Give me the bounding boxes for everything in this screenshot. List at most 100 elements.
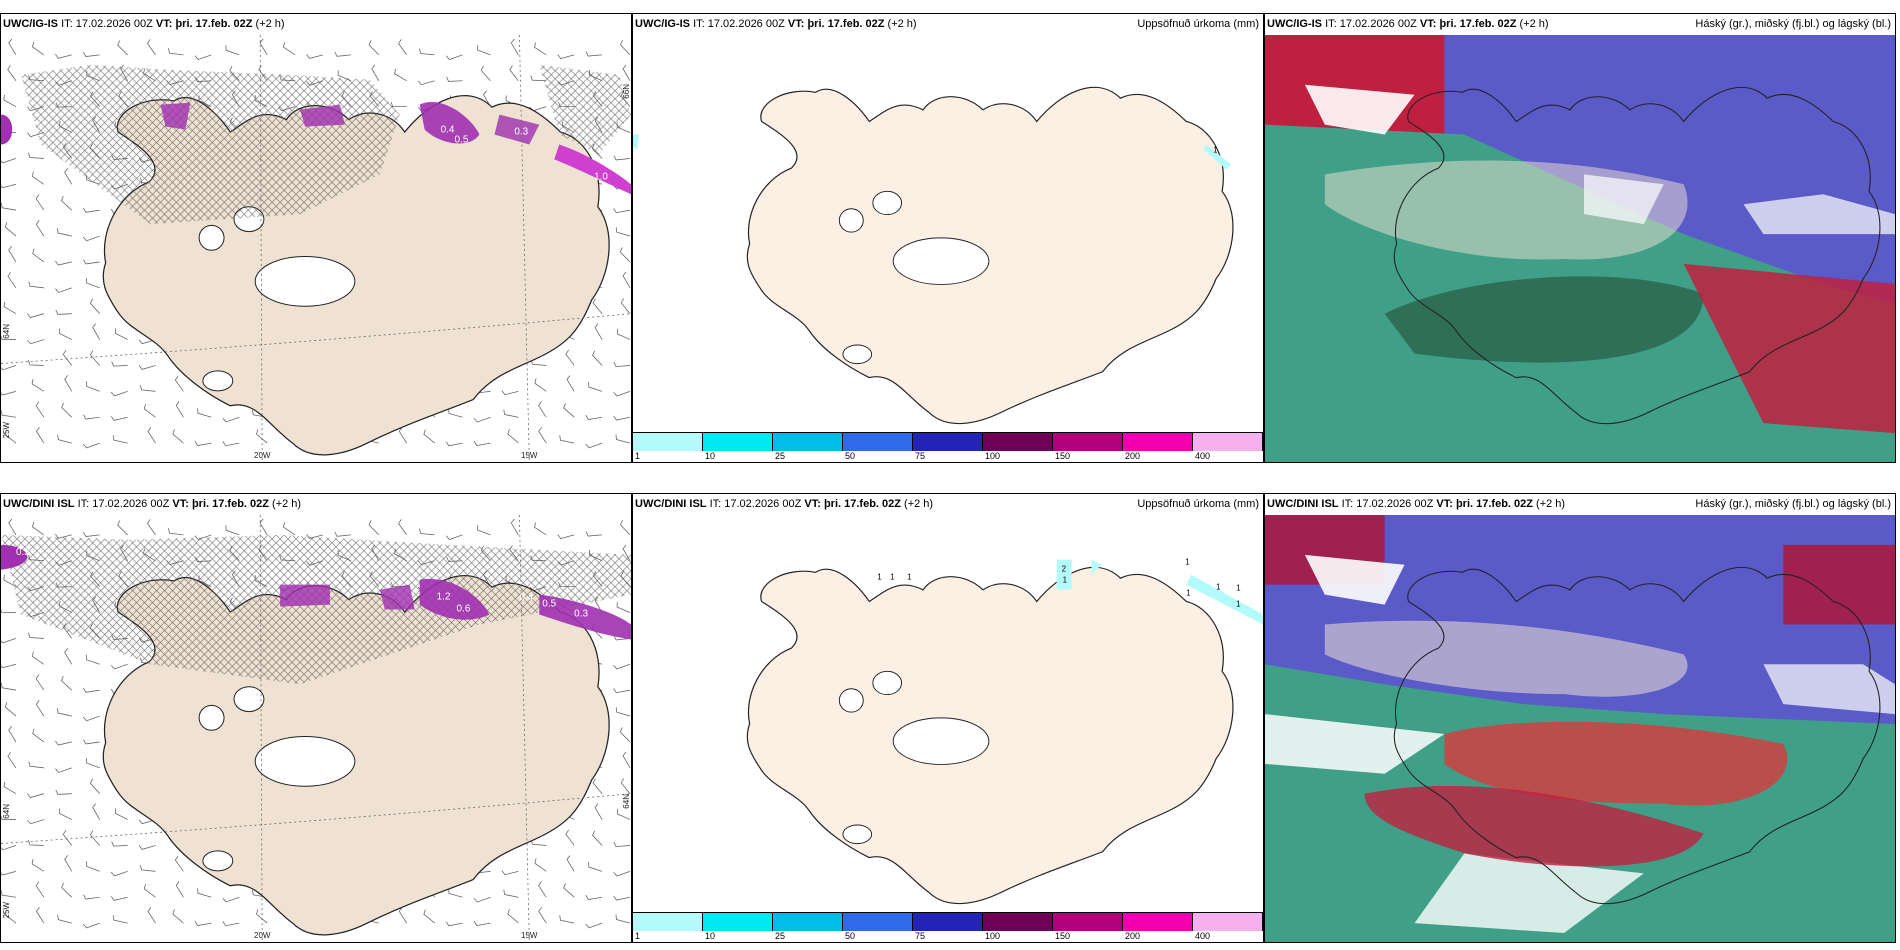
it-value: 17.02.2026 00Z bbox=[1356, 498, 1434, 510]
vt-value: þri. 17.feb. 02Z bbox=[1439, 18, 1517, 30]
vt-label: VT: bbox=[804, 498, 821, 510]
vt-label: VT: bbox=[155, 18, 173, 30]
panel-r2c2-precip: UWC/DINI ISL IT: 17.02.2026 00Z VT: þri.… bbox=[632, 493, 1264, 943]
snow-label: 0.6 bbox=[457, 604, 471, 615]
panel-header: UWC/DINI ISL IT: 17.02.2026 00Z VT: þri.… bbox=[633, 494, 1263, 515]
it-value: 17.02.2026 00Z bbox=[75, 18, 153, 30]
map-svg: 0.4 0.5 1.0 0.3 bbox=[1, 35, 631, 462]
model-name: UWC/IG-IS bbox=[3, 18, 58, 30]
legend-label: 10 bbox=[705, 451, 716, 461]
lon-label-west: 20W bbox=[254, 931, 271, 940]
precip-value: 1 bbox=[1236, 600, 1241, 609]
legend-swatch bbox=[913, 433, 983, 451]
precip-value: 1 bbox=[1063, 576, 1068, 585]
legend-label: 400 bbox=[1195, 931, 1211, 941]
legend-label: 25 bbox=[775, 931, 786, 941]
legend-label: 150 bbox=[1055, 931, 1071, 941]
legend-swatch bbox=[1193, 913, 1263, 931]
lat-label-right: 64N bbox=[622, 794, 631, 809]
map-area: 2 1 1 1 1 1 1 1 1 1 bbox=[633, 515, 1263, 912]
precip-value: 1 bbox=[1185, 558, 1190, 567]
panel-header: UWC/IG-IS IT: 17.02.2026 00Z VT: þri. 17… bbox=[633, 14, 1263, 35]
panel-subtitle: Uppsöfnuð úrkoma (mm) bbox=[1137, 18, 1259, 30]
lon-label-west: 20W bbox=[254, 451, 271, 460]
precip-value: 1 bbox=[1186, 589, 1191, 598]
panel-r1c1-snow-wind: UWC/IG-IS IT: 17.02.2026 00Z VT: þri. 17… bbox=[0, 13, 632, 463]
it-label: IT: bbox=[1325, 18, 1337, 30]
it-value: 17.02.2026 00Z bbox=[707, 18, 785, 30]
legend-labels: 1 10 25 50 75 100 150 200 400 bbox=[633, 931, 1263, 942]
legend-label: 75 bbox=[915, 931, 926, 941]
lat-label-left: 64N bbox=[2, 804, 11, 819]
panel-header: UWC/DINI ISL IT: 17.02.2026 00Z VT: þri.… bbox=[1265, 494, 1895, 515]
legend-label: 50 bbox=[845, 931, 856, 941]
it-value: 17.02.2026 00Z bbox=[724, 498, 802, 510]
it-label: IT: bbox=[77, 498, 90, 510]
panel-subtitle: Háský (gr.), miðský (fj.bl.) og lágský (… bbox=[1695, 498, 1891, 510]
precip-value: 1 bbox=[877, 573, 882, 582]
legend-swatch bbox=[773, 433, 843, 451]
panel-subtitle: Uppsöfnuð úrkoma (mm) bbox=[1137, 498, 1259, 510]
map-area: 0.2 1.2 0.6 0.4 0.5 0.3 bbox=[1, 515, 631, 942]
legend-swatch bbox=[843, 913, 913, 931]
panel-r2c3-clouds: UWC/DINI ISL IT: 17.02.2026 00Z VT: þri.… bbox=[1264, 493, 1896, 943]
legend-label: 50 bbox=[845, 451, 856, 461]
precip-value: 1 bbox=[1216, 583, 1221, 592]
map-area: 0.4 0.5 1.0 0.3 bbox=[1, 35, 631, 462]
legend-label: 400 bbox=[1195, 451, 1211, 461]
lat-label-left: 64N bbox=[2, 324, 11, 339]
legend-label: 200 bbox=[1125, 931, 1141, 941]
legend-swatch bbox=[983, 433, 1053, 451]
it-label: IT: bbox=[709, 498, 722, 510]
vt-value: þri. 17.feb. 02Z bbox=[1455, 498, 1533, 510]
legend-label: 150 bbox=[1055, 451, 1071, 461]
lon-label-east: 15W bbox=[521, 931, 538, 940]
legend-label: 75 bbox=[915, 451, 926, 461]
lat-label-right: 66N bbox=[622, 84, 631, 99]
panel-header: UWC/IG-IS IT: 17.02.2026 00Z VT: þri. 17… bbox=[1, 14, 631, 35]
lead-time: (+2 h) bbox=[1536, 498, 1566, 510]
model-name: UWC/DINI ISL bbox=[3, 498, 75, 510]
lon-label-far: 25W bbox=[2, 902, 11, 919]
vt-label: VT: bbox=[1436, 498, 1453, 510]
vt-label: VT: bbox=[1419, 18, 1437, 30]
model-name: UWC/IG-IS bbox=[1267, 18, 1322, 30]
it-label: IT: bbox=[61, 18, 73, 30]
legend-swatch bbox=[1123, 913, 1193, 931]
vt-value: þri. 17.feb. 02Z bbox=[175, 18, 253, 30]
map-svg bbox=[1265, 35, 1895, 462]
precip-value: 1 bbox=[1213, 145, 1218, 154]
panel-header: UWC/IG-IS IT: 17.02.2026 00Z VT: þri. 17… bbox=[1265, 14, 1895, 35]
legend-swatch bbox=[983, 913, 1053, 931]
legend-swatch bbox=[843, 433, 913, 451]
panel-header: UWC/DINI ISL IT: 17.02.2026 00Z VT: þri.… bbox=[1, 494, 631, 515]
legend-swatch bbox=[773, 913, 843, 931]
legend-swatch bbox=[913, 913, 983, 931]
model-name: UWC/DINI ISL bbox=[635, 498, 707, 510]
vt-label: VT: bbox=[172, 498, 189, 510]
lon-label-far: 25W bbox=[2, 422, 11, 439]
snow-label: 0.5 bbox=[542, 599, 556, 610]
snow-label: 1.0 bbox=[594, 171, 608, 182]
lead-time: (+2 h) bbox=[255, 18, 285, 30]
snow-label: 0.4 bbox=[519, 593, 533, 604]
legend-swatch bbox=[1053, 433, 1123, 451]
snow-label: 0.3 bbox=[514, 127, 528, 138]
precip-legend: 1 10 25 50 75 100 150 200 400 bbox=[633, 912, 1263, 942]
map-svg: 2 1 1 1 1 1 1 1 1 1 bbox=[633, 515, 1263, 912]
snow-label: 0.3 bbox=[574, 609, 588, 620]
legend-swatch bbox=[1123, 433, 1193, 451]
legend-labels: 1 10 25 50 75 100 150 200 400 bbox=[633, 451, 1263, 462]
snow-label: 0.4 bbox=[441, 125, 455, 136]
vt-label: VT: bbox=[787, 18, 805, 30]
legend-label: 1 bbox=[635, 931, 641, 941]
panel-r1c2-precip: UWC/IG-IS IT: 17.02.2026 00Z VT: þri. 17… bbox=[632, 13, 1264, 463]
lon-label-east: 15W bbox=[521, 451, 538, 460]
lead-time: (+2 h) bbox=[887, 18, 917, 30]
legend-label: 25 bbox=[775, 451, 786, 461]
panel-r1c3-clouds: UWC/IG-IS IT: 17.02.2026 00Z VT: þri. 17… bbox=[1264, 13, 1896, 463]
lead-time: (+2 h) bbox=[904, 498, 934, 510]
map-svg: 0.2 1.2 0.6 0.4 0.5 0.3 bbox=[1, 515, 631, 942]
legend-bar bbox=[633, 912, 1263, 931]
snow-label: 0.5 bbox=[455, 135, 469, 146]
